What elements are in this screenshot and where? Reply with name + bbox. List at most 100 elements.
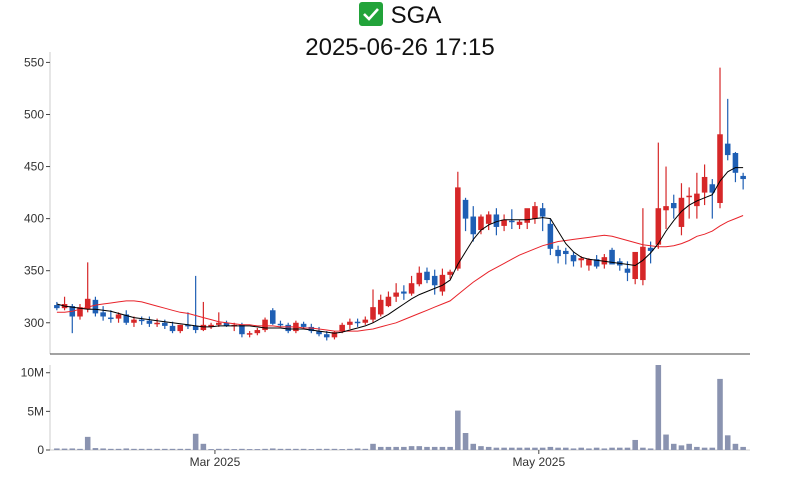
volume-bar <box>169 448 176 450</box>
volume-panel: 0 5M 10M Mar 2025 May 2025 <box>21 365 750 469</box>
volume-bar <box>740 446 746 450</box>
volume-bar <box>69 448 76 450</box>
candle-body <box>447 271 453 275</box>
volume-bar <box>447 446 453 450</box>
volume-y-tick-label: 10M <box>21 366 44 380</box>
volume-bar <box>632 439 638 450</box>
volume-bar <box>539 447 546 450</box>
volume-bar <box>216 448 222 450</box>
volume-bar <box>108 448 114 450</box>
volume-bar <box>308 449 315 450</box>
candle-body <box>77 307 83 317</box>
volume-bar <box>92 448 99 450</box>
candle-body <box>185 324 191 327</box>
candle-body <box>455 187 461 269</box>
candle-body <box>300 323 307 327</box>
candle-body <box>539 208 546 217</box>
candle-body <box>162 322 168 326</box>
volume-bar <box>655 365 662 450</box>
volume-bar <box>77 448 83 450</box>
volume-bar <box>609 447 615 450</box>
candle-body <box>339 324 345 332</box>
volume-bar <box>138 448 145 450</box>
volume-bar <box>547 446 554 450</box>
volume-bar <box>131 448 137 450</box>
candle-body <box>223 322 230 326</box>
volume-bar <box>424 446 430 450</box>
candle-body <box>547 223 554 249</box>
candle-body <box>347 321 353 325</box>
candle-body <box>408 283 415 294</box>
volume-bar <box>593 447 600 450</box>
candle-body <box>509 220 515 223</box>
candle-body <box>424 271 430 281</box>
candle-body <box>354 321 361 324</box>
volume-bar <box>670 443 677 450</box>
volume-bar <box>524 447 531 450</box>
volume-bar <box>100 448 106 450</box>
volume-bar <box>709 447 716 450</box>
x-tick-label: Mar 2025 <box>190 455 241 469</box>
volume-bar <box>84 436 91 450</box>
candle-body <box>555 249 561 257</box>
candle-body <box>192 325 199 331</box>
volume-bar <box>694 446 700 450</box>
volume-bar <box>231 449 237 450</box>
candle-body <box>216 322 222 325</box>
chart-title: SGA <box>0 2 800 30</box>
volume-bar <box>208 449 214 450</box>
candle-body <box>663 206 669 211</box>
candle-body <box>655 208 662 245</box>
chart-subtitle: 2025-06-26 17:15 <box>305 34 495 61</box>
candle-body <box>686 195 692 198</box>
volume-bar <box>362 448 369 450</box>
candle-body <box>377 299 384 315</box>
volume-bar <box>154 448 160 450</box>
candle-body <box>308 326 315 332</box>
volume-bar <box>555 447 561 450</box>
candle-body <box>239 324 245 335</box>
candle-body <box>462 199 469 219</box>
candle-body <box>208 324 214 327</box>
candle-body <box>647 247 654 251</box>
volume-bar <box>293 448 299 450</box>
candle-body <box>246 333 253 335</box>
volume-bar <box>478 446 484 450</box>
volume-bar <box>493 447 500 450</box>
volume-bar <box>732 443 739 450</box>
candle-body <box>154 322 160 325</box>
candle-body <box>146 320 153 324</box>
volume-bar <box>385 446 392 450</box>
moving-average-short-line <box>56 167 744 334</box>
volume-bar <box>185 448 191 450</box>
candle-body <box>277 323 284 326</box>
candle-body <box>601 257 608 265</box>
candle-body <box>478 216 484 231</box>
volume-bar <box>532 447 538 450</box>
volume-bar <box>724 435 731 450</box>
volume-bar <box>516 447 523 450</box>
price-panel: 300 350 400 450 500 550 <box>24 52 750 355</box>
volume-bar <box>115 448 122 450</box>
volume-bar <box>647 448 654 450</box>
candle-body <box>609 249 615 265</box>
candle-body <box>563 250 569 255</box>
volume-bar <box>239 448 245 450</box>
candle-body <box>269 310 276 324</box>
candle-body <box>717 134 723 203</box>
volume-bar <box>601 448 608 450</box>
candle-body <box>138 319 145 322</box>
volume-bar <box>377 446 384 450</box>
volume-bar <box>393 446 399 450</box>
candle-body <box>532 206 538 219</box>
candle-body <box>678 197 685 227</box>
volume-bar <box>501 447 507 450</box>
candle-body <box>262 319 268 331</box>
candle-body <box>177 324 184 332</box>
volume-bar <box>416 446 423 450</box>
volume-bar <box>262 448 268 450</box>
volume-bar <box>331 448 338 450</box>
ticker-label: SGA <box>390 2 442 29</box>
volume-bar <box>347 448 353 450</box>
